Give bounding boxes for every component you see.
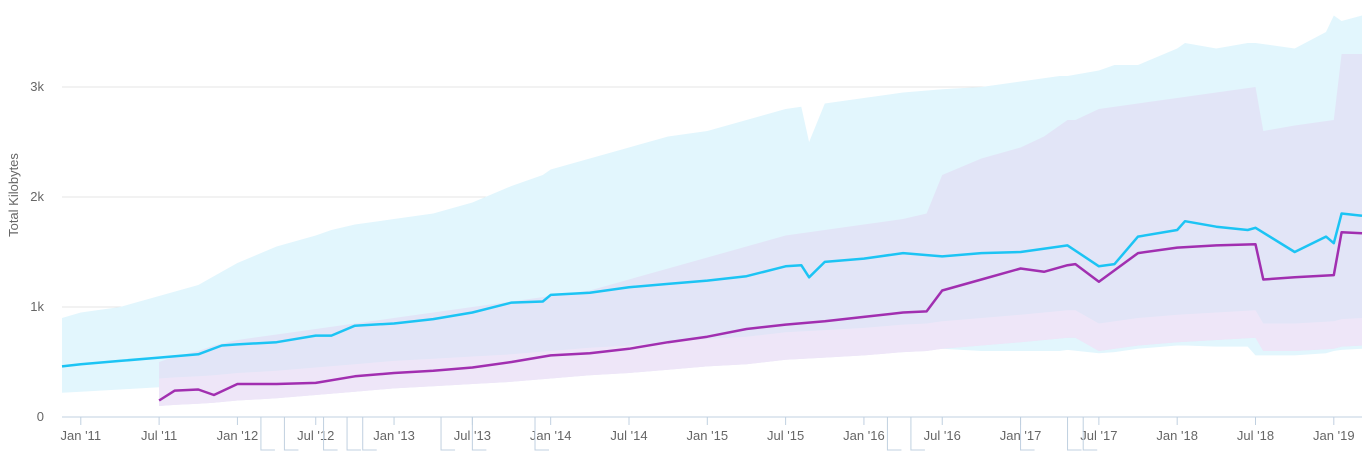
y-tick-label: 3k bbox=[30, 79, 44, 94]
range-band-lower bbox=[159, 310, 1363, 406]
navigator-marker[interactable] bbox=[362, 417, 377, 451]
navigator-marker[interactable] bbox=[440, 417, 456, 451]
navigator-marker[interactable] bbox=[1082, 417, 1098, 451]
navigator-marker[interactable] bbox=[1067, 417, 1082, 451]
x-tick-label: Jul '18 bbox=[1237, 428, 1274, 443]
x-tick-label: Jul '12 bbox=[297, 428, 334, 443]
x-tick-label: Jan '13 bbox=[373, 428, 415, 443]
series-line-2 bbox=[158, 230, 1363, 402]
y-axis: 0 1k 2k 3k bbox=[30, 79, 44, 424]
series-line-1 bbox=[61, 212, 1363, 368]
navigator-marker[interactable] bbox=[346, 417, 362, 451]
navigator-marker[interactable] bbox=[886, 417, 902, 451]
x-tick-label: Jul '17 bbox=[1080, 428, 1117, 443]
x-tick-label: Jan '16 bbox=[843, 428, 885, 443]
x-tick-label: Jul '11 bbox=[141, 428, 177, 443]
x-tick-label: Jan '15 bbox=[687, 428, 729, 443]
x-tick-label: Jan '11 bbox=[61, 428, 102, 443]
x-tick-label: Jan '12 bbox=[217, 428, 259, 443]
y-tick-label: 2k bbox=[30, 189, 44, 204]
navigator-marker[interactable] bbox=[260, 417, 275, 451]
navigator-strip[interactable] bbox=[260, 417, 1098, 451]
navigator-marker[interactable] bbox=[471, 417, 487, 451]
navigator-marker[interactable] bbox=[323, 417, 338, 451]
range-bands bbox=[62, 15, 1363, 406]
x-tick-label: Jul '14 bbox=[610, 428, 647, 443]
x-tick-label: Jan '18 bbox=[1156, 428, 1198, 443]
x-axis: Jan '11 Jul '11 Jan '12 Jul '12 Jan '13 Jul '… bbox=[61, 416, 1362, 443]
y-tick-label: 1k bbox=[30, 299, 44, 314]
navigator-marker[interactable] bbox=[534, 417, 550, 451]
y-tick-label: 0 bbox=[37, 409, 44, 424]
series-lines bbox=[61, 212, 1363, 402]
x-tick-label: Jul '15 bbox=[767, 428, 804, 443]
navigator-marker[interactable] bbox=[1020, 417, 1035, 451]
x-tick-label: Jan '19 bbox=[1313, 428, 1355, 443]
navigator-marker[interactable] bbox=[283, 417, 299, 451]
y-axis-label: Total Kilobytes bbox=[6, 153, 21, 237]
x-tick-label: Jul '16 bbox=[924, 428, 961, 443]
x-tick-label: Jan '14 bbox=[530, 428, 572, 443]
navigator-marker[interactable] bbox=[910, 417, 925, 451]
